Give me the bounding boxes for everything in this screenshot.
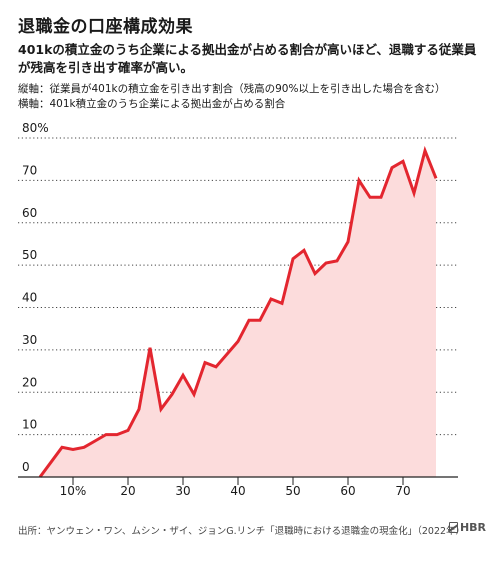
x-tick-label-60: 60 bbox=[340, 484, 355, 498]
x-axis-note: 横軸：401k積立金のうち企業による拠出金が占める割合 bbox=[18, 98, 286, 110]
area-chart: 0 10 20 30 40 50 60 70 80% 10% 20 30 40 50 60 70 bbox=[18, 121, 458, 498]
page-subtitle: 401kの積立金のうち企業による拠出金が占める割合が高いほど、退職する従業員が残… bbox=[18, 42, 477, 75]
y-tick-label-30: 30 bbox=[22, 333, 37, 347]
x-tick-label-50: 50 bbox=[285, 484, 300, 498]
y-tick-label-0: 0 bbox=[22, 460, 30, 474]
series-line bbox=[38, 145, 438, 478]
y-axis-note: 縦軸：従業員が401kの積立金を引き出す割合（残高の90%以上を引き出した場合を… bbox=[18, 83, 446, 95]
y-tick-label-20: 20 bbox=[22, 375, 37, 389]
x-tick-label-30: 30 bbox=[175, 484, 190, 498]
y-tick-label-80: 80% bbox=[22, 121, 49, 135]
hbr-logo-text: HBR bbox=[459, 521, 486, 534]
x-tick-label-20: 20 bbox=[120, 484, 135, 498]
axes bbox=[18, 476, 458, 485]
series-fill bbox=[40, 150, 436, 477]
series-area bbox=[38, 145, 438, 478]
x-tick-label-10: 10% bbox=[60, 484, 87, 498]
y-tick-label-50: 50 bbox=[22, 248, 37, 262]
grid-lines bbox=[18, 137, 458, 436]
x-tick-label-40: 40 bbox=[230, 484, 245, 498]
y-tick-label-10: 10 bbox=[22, 418, 37, 432]
x-tick-label-70: 70 bbox=[395, 484, 410, 498]
y-tick-label-60: 60 bbox=[22, 206, 37, 220]
tick-labels: 0 10 20 30 40 50 60 70 80% 10% 20 30 40 50 60 70 bbox=[22, 121, 411, 498]
hbr-logo: HBR bbox=[448, 521, 486, 534]
hbr-logo-icon bbox=[448, 522, 458, 533]
y-tick-label-70: 70 bbox=[22, 163, 37, 177]
page-title: 退職金の口座構成効果 bbox=[18, 17, 193, 37]
y-tick-label-40: 40 bbox=[22, 291, 37, 305]
source-note: 出所：ヤンウェン・ワン、ムシン・ザイ、ジョンG.リンチ「退職時における退職金の現… bbox=[18, 526, 466, 537]
